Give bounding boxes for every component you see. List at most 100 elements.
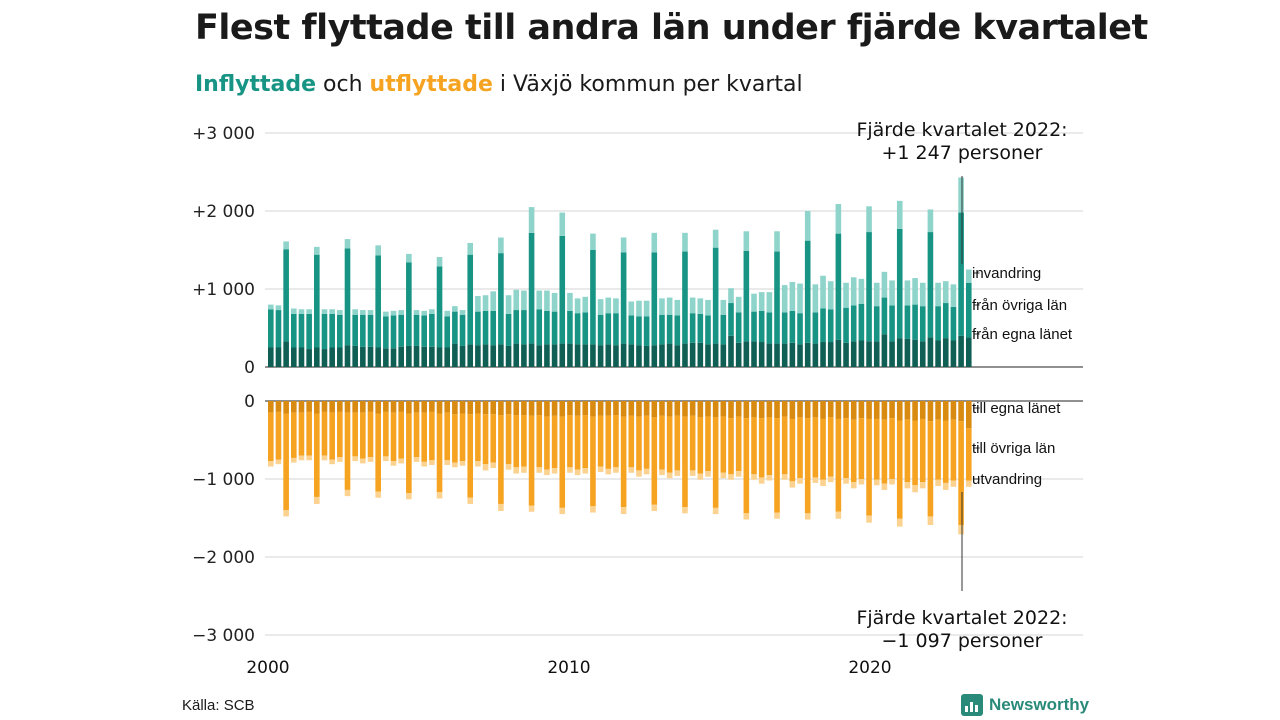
bar-out-0 xyxy=(866,401,872,419)
bar-in-1 xyxy=(498,253,504,345)
bar-out-1 xyxy=(774,418,780,513)
bar-out-2 xyxy=(452,462,458,468)
bar-in-0 xyxy=(344,345,351,367)
bar-in-1 xyxy=(743,250,750,342)
bar-in-1 xyxy=(651,252,658,346)
bar-in-1 xyxy=(306,313,312,350)
bar-out-0 xyxy=(283,401,289,414)
bar-in-0 xyxy=(835,339,842,367)
bar-in-0 xyxy=(820,342,826,367)
bar-out-0 xyxy=(398,401,404,412)
bar-out-2 xyxy=(582,468,589,474)
bar-in-0 xyxy=(544,344,550,367)
bar-out-2 xyxy=(904,482,911,489)
bar-out-1 xyxy=(590,416,596,507)
bar-in-0 xyxy=(314,347,320,367)
bar-out-2 xyxy=(406,493,412,500)
bar-in-0 xyxy=(712,343,719,367)
bar-out-1 xyxy=(820,418,826,480)
bar-out-2 xyxy=(475,461,481,467)
bar-in-1 xyxy=(452,311,458,344)
bar-in-2 xyxy=(958,177,964,213)
bar-in-0 xyxy=(935,340,941,367)
bar-in-0 xyxy=(551,344,558,367)
y-tick-label: 0 xyxy=(244,392,255,412)
bar-in-1 xyxy=(912,304,918,340)
bar-out-1 xyxy=(452,414,458,463)
bar-out-1 xyxy=(751,417,757,475)
bar-out-0 xyxy=(797,401,803,418)
bar-out-1 xyxy=(383,411,389,457)
bar-in-2 xyxy=(935,282,941,307)
y-tick-label: +3 000 xyxy=(192,124,255,144)
bar-out-2 xyxy=(728,474,734,480)
bar-out-1 xyxy=(521,415,527,467)
bar-out-2 xyxy=(314,496,320,504)
bar-in-1 xyxy=(268,309,274,348)
bar-out-0 xyxy=(467,401,474,415)
bar-out-2 xyxy=(942,482,949,490)
bar-out-1 xyxy=(812,417,819,478)
bar-in-2 xyxy=(881,271,888,298)
bar-in-2 xyxy=(766,292,773,313)
bar-in-2 xyxy=(436,257,443,267)
bar-in-0 xyxy=(643,345,650,367)
bar-out-0 xyxy=(291,401,297,413)
bar-in-1 xyxy=(628,315,635,345)
bar-out-2 xyxy=(482,464,489,471)
bar-in-2 xyxy=(896,200,903,229)
bar-out-2 xyxy=(705,471,711,477)
bar-in-2 xyxy=(505,295,512,314)
bar-in-0 xyxy=(475,345,481,367)
bar-in-0 xyxy=(912,339,918,367)
bar-in-2 xyxy=(413,310,420,315)
bar-out-2 xyxy=(321,455,328,461)
brand-name: Newsworthy xyxy=(989,695,1090,714)
bar-in-1 xyxy=(490,310,497,346)
bar-in-1 xyxy=(896,228,903,339)
bar-out-2 xyxy=(498,503,504,511)
bar-in-1 xyxy=(766,312,773,344)
bar-out-1 xyxy=(467,414,474,498)
bar-in-2 xyxy=(559,212,566,236)
bar-out-1 xyxy=(896,420,903,519)
bar-in-0 xyxy=(275,347,282,367)
bar-in-0 xyxy=(268,347,274,367)
bar-out-2 xyxy=(544,469,550,476)
bar-in-1 xyxy=(329,313,335,348)
bar-out-2 xyxy=(636,470,642,477)
bar-out-1 xyxy=(965,428,972,481)
bar-out-0 xyxy=(436,401,443,414)
bar-in-1 xyxy=(337,314,343,348)
bar-in-1 xyxy=(659,314,665,345)
bar-out-2 xyxy=(429,460,435,465)
bar-in-2 xyxy=(360,310,366,315)
bar-in-2 xyxy=(705,299,711,316)
bar-in-0 xyxy=(774,343,780,367)
y-tick-label: −3 000 xyxy=(192,626,255,646)
bar-out-1 xyxy=(858,418,865,479)
bar-in-2 xyxy=(444,310,451,317)
bar-in-2 xyxy=(452,306,458,312)
bar-in-1 xyxy=(919,306,926,342)
bar-in-2 xyxy=(283,241,289,250)
bar-in-0 xyxy=(666,343,673,367)
bar-out-2 xyxy=(965,480,972,487)
bar-out-0 xyxy=(774,401,780,419)
bar-out-2 xyxy=(490,462,497,469)
bar-in-0 xyxy=(965,337,972,367)
bar-in-2 xyxy=(965,269,972,283)
bar-in-2 xyxy=(873,282,880,307)
bar-in-1 xyxy=(582,312,589,345)
bar-in-2 xyxy=(275,305,282,311)
bar-in-1 xyxy=(574,313,581,345)
bar-in-1 xyxy=(505,313,512,346)
bar-in-2 xyxy=(774,231,780,252)
bar-in-0 xyxy=(789,342,796,367)
bar-out-2 xyxy=(873,479,880,486)
bar-out-2 xyxy=(597,466,604,472)
bar-out-1 xyxy=(544,416,550,470)
bar-in-0 xyxy=(950,340,957,367)
bar-out-2 xyxy=(712,507,719,515)
bar-in-2 xyxy=(367,310,374,315)
